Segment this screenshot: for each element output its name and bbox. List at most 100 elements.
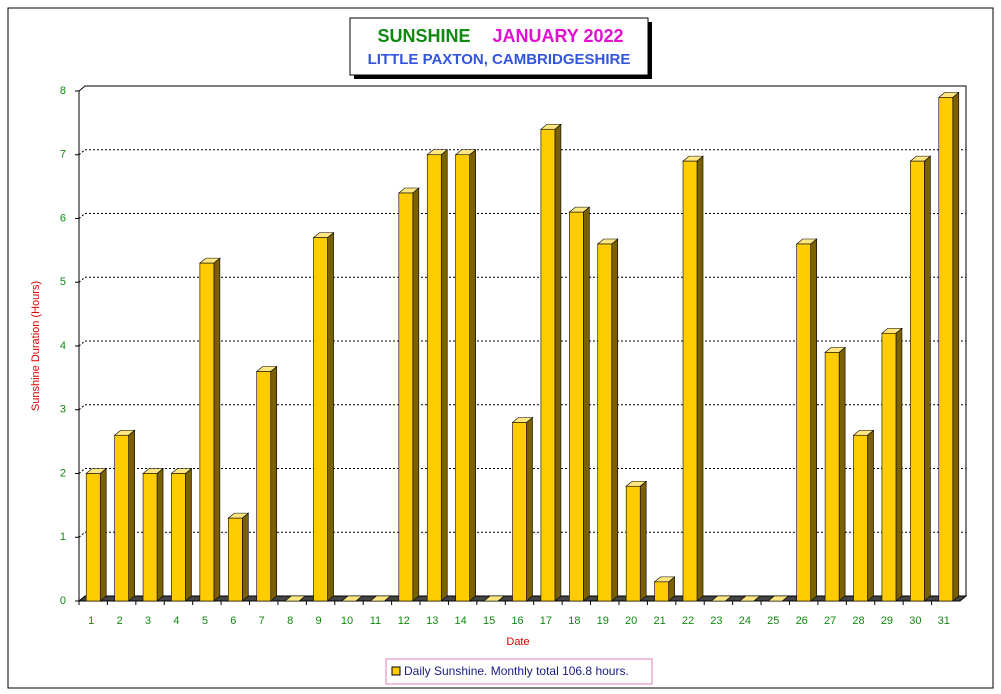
grid-line <box>78 276 86 283</box>
x-tick-label: 6 <box>230 615 236 627</box>
bar <box>284 595 306 602</box>
x-tick-label: 21 <box>653 615 665 627</box>
bar-front <box>625 485 641 602</box>
bar-front <box>569 211 584 602</box>
y-tick-label: 5 <box>60 276 66 288</box>
bar-side <box>440 149 448 602</box>
x-tick-label: 26 <box>796 615 808 627</box>
bar-side <box>99 467 107 602</box>
x-tick-label: 16 <box>511 615 523 627</box>
bar-front <box>114 434 129 602</box>
x-tick-label: 4 <box>173 615 179 627</box>
bar <box>397 187 420 602</box>
bar-side <box>924 155 931 602</box>
bar-side <box>156 467 164 602</box>
bar-front <box>824 352 840 602</box>
bar-front <box>597 243 613 602</box>
y-tick-label: 1 <box>60 531 66 543</box>
bar-side <box>242 512 249 602</box>
chart-subtitle: LITTLE PAXTON, CAMBRIDGESHIRE <box>368 51 631 68</box>
bar-side <box>327 231 334 602</box>
bar <box>767 595 790 602</box>
bar-side <box>412 187 420 602</box>
bar-front <box>512 422 527 602</box>
y-tick-label: 4 <box>60 340 66 352</box>
bar-side <box>696 155 704 602</box>
bar-front <box>398 192 414 602</box>
bar <box>739 595 761 602</box>
x-tick-label: 2 <box>117 615 123 627</box>
legend-label: Daily Sunshine. Monthly total 106.8 hour… <box>404 664 629 678</box>
x-tick-label: 12 <box>398 615 410 627</box>
x-tick-label: 20 <box>625 615 637 627</box>
x-tick-label: 7 <box>259 615 265 627</box>
bar-front <box>796 243 811 602</box>
bar-side <box>270 365 278 602</box>
title-box <box>349 17 649 76</box>
bar-side <box>611 238 619 602</box>
bar-side <box>213 257 221 602</box>
bar-front <box>682 160 698 602</box>
bar <box>426 149 449 602</box>
x-tick-label: 19 <box>597 615 609 627</box>
bar <box>511 416 534 602</box>
bar <box>852 429 875 602</box>
x-tick-label: 29 <box>881 615 893 627</box>
bar <box>824 346 846 602</box>
bar-side <box>810 238 817 602</box>
bar <box>454 149 477 602</box>
x-axis-label: Date <box>506 636 529 648</box>
y-tick-label: 7 <box>60 149 66 161</box>
bar <box>170 467 193 602</box>
bar <box>199 257 221 602</box>
bar-side <box>128 429 135 602</box>
x-tick-label: 1 <box>88 615 94 627</box>
bar <box>568 206 591 602</box>
bar-top <box>710 595 733 602</box>
bar <box>113 429 136 602</box>
bar <box>483 595 505 602</box>
y-tick-label: 8 <box>60 85 66 97</box>
legend <box>385 658 653 685</box>
y-tick-label: 2 <box>60 467 66 479</box>
x-tick-label: 22 <box>682 615 694 627</box>
bar-front <box>199 262 215 602</box>
bar-top <box>341 595 363 602</box>
bar-top <box>767 595 790 602</box>
bar <box>625 480 648 602</box>
x-tick-label: 23 <box>710 615 722 627</box>
x-tick-label: 5 <box>202 615 208 627</box>
grid-line <box>78 213 86 219</box>
bar <box>142 467 164 602</box>
bar-front <box>85 473 101 602</box>
bar-front <box>256 371 272 602</box>
x-tick-label: 15 <box>483 615 495 627</box>
chart-title: SUNSHINE <box>377 26 470 46</box>
bar <box>540 123 562 602</box>
x-tick-label: 11 <box>370 615 381 627</box>
bar-side <box>583 206 590 602</box>
bar-front <box>455 154 470 602</box>
bar-top <box>369 595 392 602</box>
grid-line <box>78 468 86 474</box>
bar <box>596 238 619 602</box>
grid-line <box>78 340 86 347</box>
bar-side <box>895 327 903 602</box>
bar-front <box>142 473 158 602</box>
bar <box>369 595 392 602</box>
bar-side <box>639 480 647 602</box>
bar-side <box>526 416 533 602</box>
bar-top <box>284 595 306 602</box>
grid-line <box>78 149 86 156</box>
x-tick-label: 8 <box>287 615 293 627</box>
grid-line <box>78 531 86 538</box>
bar-top <box>483 595 505 602</box>
y-tick-label: 6 <box>60 212 66 224</box>
x-tick-label: 13 <box>426 615 438 627</box>
bar-front <box>313 237 328 602</box>
bar <box>255 365 278 602</box>
bar-front <box>426 154 442 602</box>
legend-swatch <box>391 666 401 676</box>
x-tick-label: 9 <box>316 615 322 627</box>
